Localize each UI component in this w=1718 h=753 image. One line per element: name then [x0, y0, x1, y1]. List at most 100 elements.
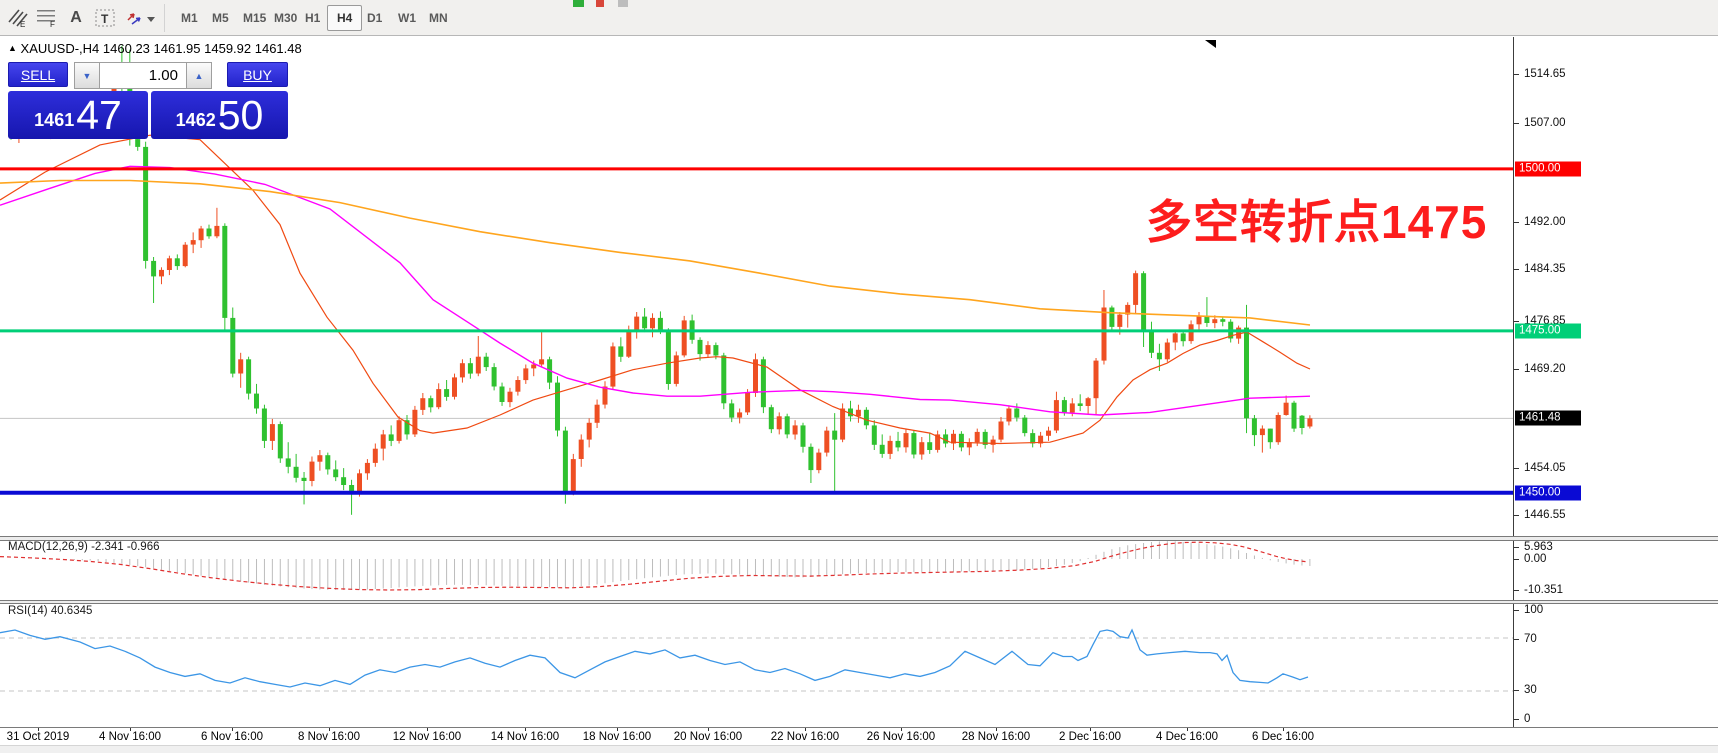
time-tick	[1187, 727, 1188, 731]
axis-tick	[1514, 610, 1519, 611]
timeframe-button-h1[interactable]: H1	[305, 11, 321, 25]
time-tick	[232, 727, 233, 731]
axis-tick	[1514, 222, 1519, 223]
timeframe-button-m1[interactable]: M1	[181, 11, 198, 25]
volume-input[interactable]	[100, 62, 186, 89]
toolbar-separator	[164, 4, 165, 32]
axis-tick	[1514, 321, 1519, 322]
sell-button[interactable]: SELL	[8, 62, 68, 87]
macd-splitter[interactable]	[0, 537, 1718, 540]
timeframe-button-w1[interactable]: W1	[398, 11, 416, 25]
collapse-triangle-icon[interactable]: ▲	[8, 43, 17, 53]
axis-tick	[1514, 690, 1519, 691]
time-tick	[901, 727, 902, 731]
time-label: 4 Dec 16:00	[1155, 731, 1219, 743]
time-label: 14 Nov 16:00	[490, 731, 560, 743]
timeframe-button-d1[interactable]: D1	[367, 11, 383, 25]
time-tick	[329, 727, 330, 731]
grid-icon[interactable]: F	[33, 4, 61, 32]
rsi-scale-label: 30	[1524, 684, 1537, 696]
axis-tick	[1514, 515, 1519, 516]
time-label: 6 Nov 16:00	[200, 731, 264, 743]
clipped-toolbar-icon-red	[596, 0, 604, 7]
time-label: 2 Dec 16:00	[1058, 731, 1122, 743]
time-label: 22 Nov 16:00	[770, 731, 840, 743]
timeframe-button-h4[interactable]: H4	[327, 5, 363, 31]
time-axis[interactable]: 31 Oct 2019 4 Nov 16:00 6 Nov 16:00 8 Nov 1…	[0, 727, 1718, 745]
svg-text:T: T	[101, 12, 109, 26]
text-box-icon[interactable]: T	[91, 4, 119, 32]
time-label: 28 Nov 16:00	[961, 731, 1031, 743]
timeframe-button-m30[interactable]: M30	[274, 11, 298, 25]
price-label: 1454.05	[1524, 462, 1566, 474]
rsi-label: RSI(14) 40.6345	[8, 605, 93, 617]
price-label: 1469.20	[1524, 363, 1566, 375]
symbol-period-label: XAUUSD-,H4	[20, 41, 100, 56]
price-badge: 1475.00	[1515, 323, 1581, 339]
time-tick	[1283, 727, 1284, 731]
svg-text:F: F	[50, 20, 55, 28]
buy-button[interactable]: BUY	[227, 62, 288, 87]
price-label: 1507.00	[1524, 117, 1566, 129]
buy-price-display[interactable]: 1462 50	[151, 91, 288, 139]
price-badge: 1461.48	[1515, 410, 1581, 426]
macd-scale-label: 0.00	[1524, 553, 1547, 565]
timeframe-button-m5[interactable]: M5	[212, 11, 229, 25]
timeframe-button-m15[interactable]: M15	[243, 11, 267, 25]
time-tick	[617, 727, 618, 731]
axis-tick	[1514, 369, 1519, 370]
macd-panel-top-border	[0, 540, 1718, 541]
price-badge: 1500.00	[1515, 161, 1581, 177]
rsi-panel-bottom-border	[0, 727, 1718, 728]
quote-bar: ▲ XAUUSD-,H4 1460.23 1461.95 1459.92 146…	[8, 41, 302, 56]
chart-shift-marker[interactable]	[1205, 40, 1216, 48]
axis-tick	[1514, 74, 1519, 75]
ohlc-values: 1460.23 1461.95 1459.92 1461.48	[102, 41, 302, 56]
axis-tick	[1514, 269, 1519, 270]
timeframe-button-mn[interactable]: MN	[429, 11, 448, 25]
price-label: 1492.00	[1524, 216, 1566, 228]
time-label: 18 Nov 16:00	[582, 731, 652, 743]
macd-scale-label: 5.963	[1524, 541, 1553, 553]
rsi-splitter[interactable]	[0, 601, 1718, 604]
time-tick	[525, 727, 526, 731]
axis-tick	[1514, 468, 1519, 469]
volume-decrease-button[interactable]: ▼	[74, 62, 100, 89]
objects-arrows-icon[interactable]	[122, 4, 158, 32]
sell-price-big: 47	[76, 91, 122, 138]
axis-tick	[1514, 559, 1519, 560]
buy-price-small: 1462	[175, 109, 216, 130]
annotation-text: 多空转折点1475	[1146, 196, 1488, 248]
time-label: 6 Dec 16:00	[1251, 731, 1315, 743]
status-strip	[0, 745, 1718, 753]
time-label: 4 Nov 16:00	[98, 731, 162, 743]
expert-hatch-icon[interactable]: E	[4, 4, 32, 32]
time-tick	[1090, 727, 1091, 731]
axis-tick	[1514, 590, 1519, 591]
axis-tick	[1514, 719, 1519, 720]
chart-window	[0, 37, 1718, 753]
price-axis[interactable]: 1514.65 1507.00 1492.00 1484.35 1476.85 1469.…	[1513, 37, 1718, 727]
sell-price-display[interactable]: 1461 47	[8, 91, 148, 139]
clipped-toolbar-icon-green	[573, 0, 584, 7]
volume-increase-button[interactable]: ▲	[186, 62, 212, 89]
time-tick	[427, 727, 428, 731]
label-icon[interactable]: A	[70, 9, 82, 26]
toolbar: E F A T M1 M5 M15 M30 H1 H4 D1 W1 MN	[0, 0, 1718, 36]
time-label: 12 Nov 16:00	[392, 731, 462, 743]
time-label: 31 Oct 2019	[6, 731, 70, 743]
price-label: 1446.55	[1524, 509, 1566, 521]
time-tick	[130, 727, 131, 731]
macd-label: MACD(12,26,9) -2.341 -0.966	[8, 541, 160, 553]
axis-tick	[1514, 639, 1519, 640]
rsi-scale-label: 70	[1524, 633, 1537, 645]
time-label: 20 Nov 16:00	[673, 731, 743, 743]
time-tick	[708, 727, 709, 731]
trade-panel: SELL ▼ ▲ BUY 1461 47 1462 50	[8, 62, 288, 139]
price-badge: 1450.00	[1515, 485, 1581, 501]
time-label: 26 Nov 16:00	[866, 731, 936, 743]
clipped-toolbar-icon-gray	[618, 0, 628, 7]
axis-tick	[1514, 123, 1519, 124]
macd-scale-label: -10.351	[1524, 584, 1564, 596]
buy-price-big: 50	[217, 91, 264, 138]
